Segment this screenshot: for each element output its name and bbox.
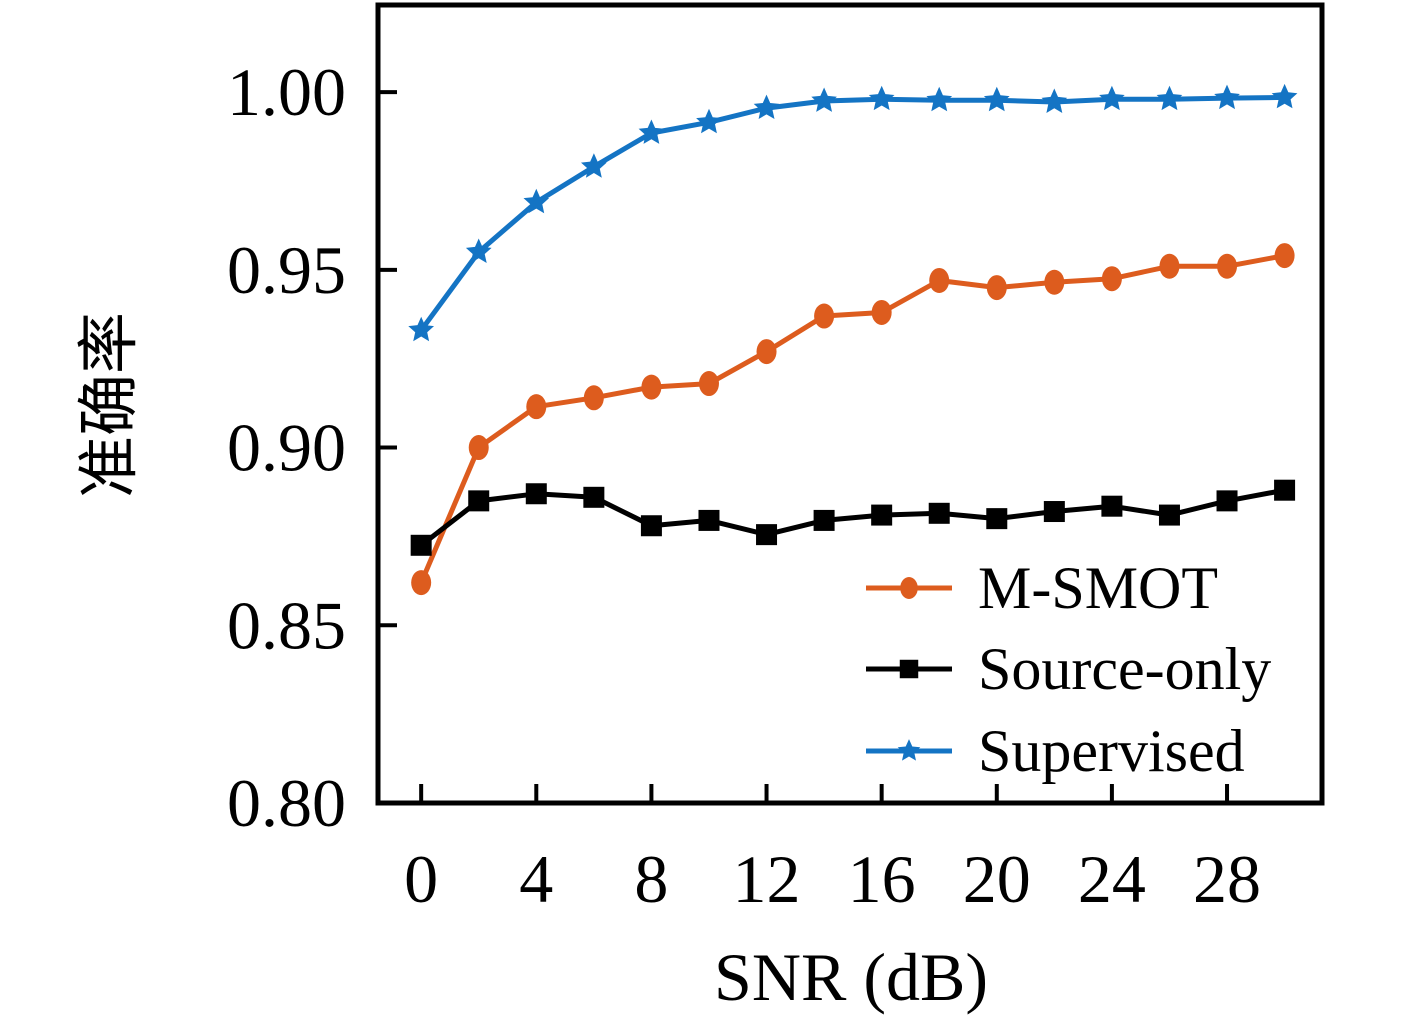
x-tick-label: 12 (733, 841, 801, 917)
data-point-m-smot (641, 374, 662, 400)
legend-marker-m-smot-icon (900, 577, 918, 599)
data-point-source-only (698, 509, 720, 531)
legend-item-source-only: Source-only (866, 636, 1271, 702)
legend-label-source-only: Source-only (978, 636, 1271, 702)
data-point-m-smot (986, 275, 1007, 301)
data-point-m-smot (526, 394, 547, 420)
data-point-supervised (638, 119, 665, 144)
series-line-m-smot (418, 253, 1288, 586)
data-point-source-only (1101, 495, 1123, 517)
legend-marker-supervised-icon (897, 739, 921, 761)
data-point-source-only (871, 504, 893, 526)
data-point-m-smot (583, 385, 604, 411)
data-point-supervised (696, 108, 722, 134)
series-line-supervised (418, 94, 1288, 333)
data-point-source-only (756, 524, 778, 546)
data-point-source-only (813, 509, 835, 531)
data-point-supervised (1214, 84, 1240, 110)
plot-frame (375, 2, 1325, 806)
data-point-source-only (1043, 501, 1065, 523)
y-tick-label: 1.00 (227, 54, 346, 130)
x-tick-label: 16 (848, 841, 916, 917)
data-point-source-only (583, 486, 605, 508)
data-point-supervised (983, 86, 1010, 112)
data-point-source-only (986, 508, 1008, 530)
y-axis-title: 准确率 (76, 312, 144, 498)
data-point-m-smot (756, 339, 777, 365)
series-markers-supervised (408, 83, 1298, 342)
legend-item-supervised: Supervised (866, 718, 1245, 784)
data-point-supervised (926, 86, 953, 112)
data-point-m-smot (1159, 253, 1180, 279)
data-point-m-smot (929, 267, 950, 293)
legend-item-m-smot: M-SMOT (866, 555, 1218, 621)
x-tick-label: 4 (519, 841, 553, 917)
plot-area: 0 4 8 12 16 20 24 28 0.80 0.85 0.90 0.95 1.00 M-SMOT S… (227, 2, 1325, 917)
x-tick-label: 20 (963, 841, 1031, 917)
data-point-m-smot (1044, 269, 1065, 295)
legend: M-SMOT Source-only Supervised (866, 555, 1271, 784)
data-point-m-smot (814, 303, 835, 329)
data-point-source-only (410, 534, 432, 556)
legend-label-supervised: Supervised (978, 718, 1245, 784)
y-tick-label: 0.90 (227, 410, 346, 486)
data-point-m-smot (698, 371, 719, 397)
data-point-supervised (753, 94, 780, 119)
y-tick-label: 0.80 (227, 765, 346, 841)
data-point-source-only (525, 483, 547, 505)
series-markers-m-smot (411, 243, 1295, 596)
x-tick-label: 0 (404, 841, 438, 917)
x-tick-label: 24 (1078, 841, 1146, 917)
legend-marker-source-only-icon (899, 659, 919, 679)
data-point-source-only (468, 490, 490, 512)
data-point-supervised (868, 85, 895, 111)
x-tick-label: 8 (634, 841, 668, 917)
data-point-m-smot (411, 570, 432, 596)
data-point-source-only (1274, 479, 1296, 501)
data-point-supervised (1041, 88, 1068, 113)
data-point-supervised (1099, 85, 1125, 111)
y-tick-label: 0.85 (227, 587, 346, 663)
y-tick-label: 0.95 (227, 232, 346, 308)
data-point-source-only (1158, 504, 1180, 526)
data-point-m-smot (1217, 253, 1238, 279)
legend-label-m-smot: M-SMOT (978, 555, 1218, 621)
data-point-source-only (640, 515, 662, 537)
data-point-m-smot (1274, 243, 1295, 269)
data-point-supervised (1156, 85, 1183, 111)
data-point-m-smot (1101, 266, 1122, 292)
x-axis-title: SNR (dB) (714, 939, 988, 1015)
data-point-supervised (581, 153, 607, 178)
data-point-supervised (1271, 83, 1298, 109)
series-markers-source-only (410, 479, 1296, 556)
x-tick-label: 28 (1193, 841, 1261, 917)
data-point-m-smot (468, 435, 489, 461)
data-point-supervised (523, 188, 550, 214)
data-point-supervised (408, 316, 434, 342)
data-point-supervised (465, 238, 492, 263)
data-point-m-smot (871, 299, 892, 325)
data-point-source-only (1216, 490, 1238, 512)
series-line-source-only (418, 487, 1288, 548)
data-point-supervised (811, 87, 837, 112)
data-point-source-only (928, 502, 950, 524)
